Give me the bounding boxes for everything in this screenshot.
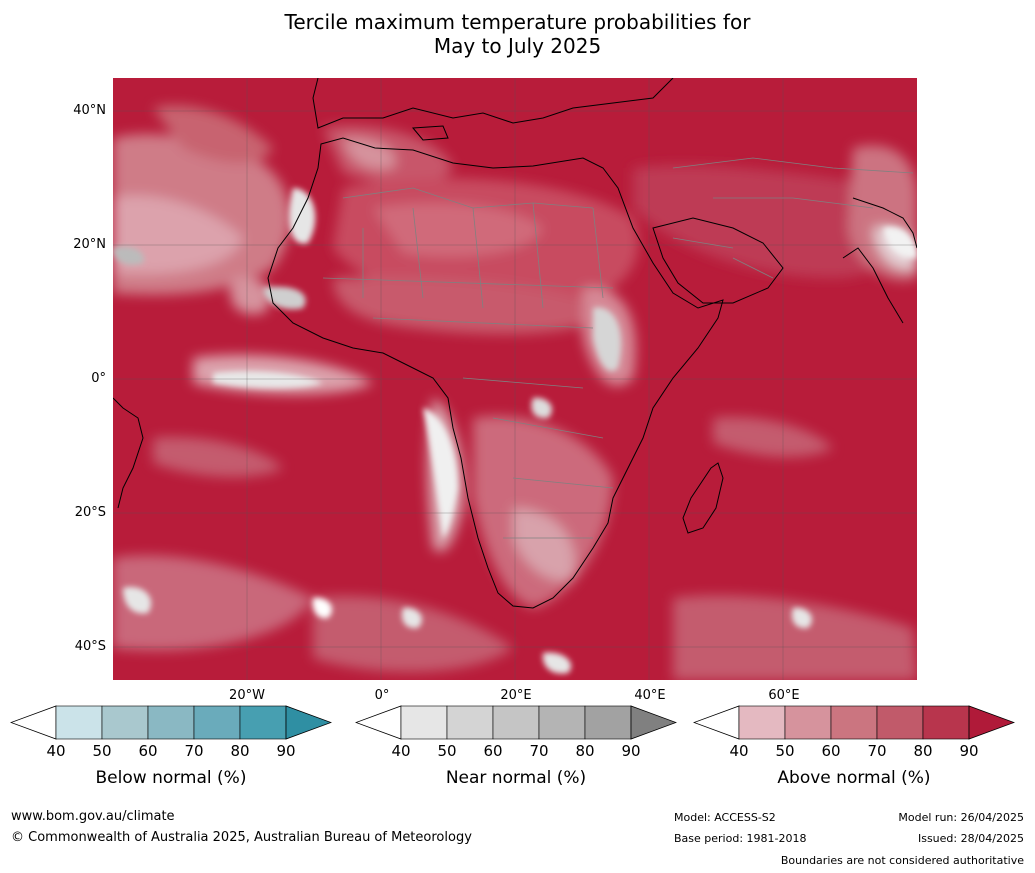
legend-tick-label: 60 [821, 742, 841, 760]
legend-tick-label: 50 [775, 742, 795, 760]
lat-label-40s: 40°S [74, 639, 106, 654]
colorbar-segment [101, 705, 149, 740]
graticule [113, 78, 917, 680]
map-canvas [113, 78, 917, 680]
legend-tick-label: 40 [391, 742, 411, 760]
legend-near-normal [354, 705, 678, 747]
legend-above-normal [692, 705, 1016, 747]
probability-field [113, 105, 917, 680]
legend-tick-label: 40 [729, 742, 749, 760]
colorbar-extend-high [968, 705, 1016, 740]
title-line-2: May to July 2025 [433, 34, 602, 58]
lon-label-60e: 60°E [768, 688, 800, 703]
footer-copyright: © Commonwealth of Australia 2025, Austra… [11, 830, 472, 845]
lat-label-40n: 40°N [73, 103, 106, 118]
title-line-1: Tercile maximum temperature probabilitie… [284, 10, 751, 34]
legend-tick-label: 90 [959, 742, 979, 760]
colorbar-segment [239, 705, 287, 740]
colorbar-extend-low [692, 705, 740, 740]
lat-label-0: 0° [91, 371, 106, 386]
legend-tick-label: 70 [867, 742, 887, 760]
colorbar-segment [830, 705, 878, 740]
legend-tick-label: 60 [483, 742, 503, 760]
legend-tick-label: 80 [230, 742, 250, 760]
legend-tick-label: 70 [184, 742, 204, 760]
lon-label-0: 0° [374, 688, 390, 703]
chart-title: Tercile maximum temperature probabilitie… [0, 10, 1035, 58]
legend-tick-label: 70 [529, 742, 549, 760]
colorbar-extend-high [630, 705, 678, 740]
colorbar-segment [400, 705, 448, 740]
colorbar-below-normal [9, 705, 333, 740]
colorbar-segment [538, 705, 586, 740]
footer-issued: Issued: 28/04/2025 [917, 832, 1024, 845]
legend-tick-label: 60 [138, 742, 158, 760]
colorbar-segment [584, 705, 632, 740]
legend-tick-label: 90 [621, 742, 641, 760]
colorbar-segment [55, 705, 103, 740]
footer-model-run: Model run: 26/04/2025 [898, 811, 1024, 824]
colorbar-segment [922, 705, 970, 740]
colorbar-above-normal [692, 705, 1016, 740]
colorbar-segment [446, 705, 494, 740]
lat-label-20s: 20°S [74, 505, 106, 520]
footer-boundaries: Boundaries are not considered authoritat… [780, 854, 1024, 867]
colorbar-segment [492, 705, 540, 740]
legend-tick-label: 80 [575, 742, 595, 760]
lon-label-20e: 20°E [500, 688, 532, 703]
colorbar-near-normal [354, 705, 678, 740]
lat-label-20n: 20°N [73, 237, 106, 252]
legend-tick-label: 90 [276, 742, 296, 760]
footer-base-period: Base period: 1981-2018 [674, 832, 807, 845]
footer-url[interactable]: www.bom.gov.au/climate [11, 809, 175, 824]
footer-model: Model: ACCESS-S2 [674, 811, 776, 824]
lon-label-20w: 20°W [229, 688, 265, 703]
legend-tick-label: 80 [913, 742, 933, 760]
legend-tick-label: 40 [46, 742, 66, 760]
colorbar-segment [738, 705, 786, 740]
legend-title-above: Above normal (%) [777, 768, 931, 788]
legend-below-normal [9, 705, 333, 747]
colorbar-extend-low [9, 705, 57, 740]
colorbar-segment [784, 705, 832, 740]
forecast-map[interactable] [113, 78, 917, 680]
colorbar-extend-high [285, 705, 333, 740]
legend-title-near: Near normal (%) [445, 768, 587, 788]
coastlines [113, 78, 917, 609]
lon-label-40e: 40°E [634, 688, 666, 703]
colorbar-segment [876, 705, 924, 740]
legend-tick-label: 50 [92, 742, 112, 760]
legend-title-below: Below normal (%) [95, 768, 247, 788]
colorbar-extend-low [354, 705, 402, 740]
colorbar-segment [147, 705, 195, 740]
country-borders [322, 157, 914, 539]
legend-tick-label: 50 [437, 742, 457, 760]
colorbar-segment [193, 705, 241, 740]
